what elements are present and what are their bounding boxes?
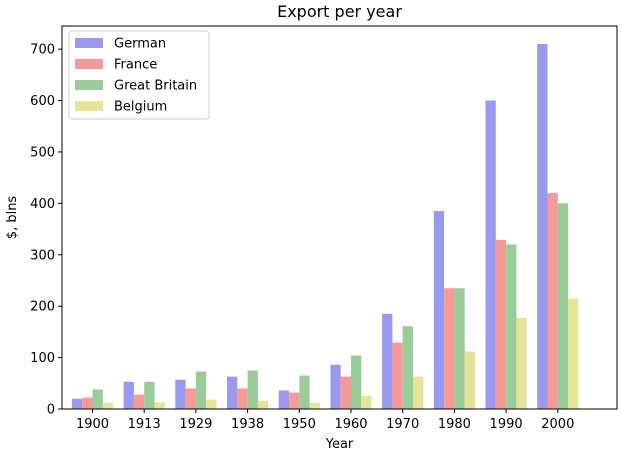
bar-belgium-2000 xyxy=(568,298,579,409)
legend-label-german: German xyxy=(114,37,166,52)
bar-france-2000 xyxy=(547,193,558,409)
bar-belgium-1970 xyxy=(413,376,424,409)
x-tick-label: 1900 xyxy=(76,417,109,432)
bar-great-britain-1960 xyxy=(351,355,362,409)
bar-german-2000 xyxy=(537,43,548,410)
plot-frame xyxy=(61,25,618,410)
bar-belgium-1929 xyxy=(206,399,217,409)
bar-great-britain-1913 xyxy=(144,381,155,409)
x-tick-label: 1980 xyxy=(438,417,471,432)
y-tick-label: 500 xyxy=(30,145,55,160)
x-tick-label: 1990 xyxy=(490,417,523,432)
legend-swatch-france xyxy=(75,59,103,69)
x-tick-label: 1913 xyxy=(128,417,161,432)
y-tick-label: 200 xyxy=(30,300,55,315)
x-axis: 1900 1913 1929 1938 1950 1960 1970 1980 1990 2000 xyxy=(76,409,574,432)
legend-swatch-great-britain xyxy=(75,80,103,90)
bar-german-1900 xyxy=(71,398,83,409)
bar-german-1980 xyxy=(433,211,445,409)
x-tick-label: 1970 xyxy=(386,417,419,432)
bars-group xyxy=(71,43,579,410)
y-tick-label: 600 xyxy=(30,94,55,109)
bar-great-britain-1938 xyxy=(247,370,258,409)
legend: German France Great Britain Belgium xyxy=(68,30,210,120)
bar-france-1929 xyxy=(185,388,196,409)
bar-german-1990 xyxy=(485,100,496,409)
bar-great-britain-1990 xyxy=(506,244,517,409)
bar-belgium-1913 xyxy=(154,402,165,409)
x-tick-label: 1950 xyxy=(283,417,316,432)
legend-label-france: France xyxy=(114,58,157,73)
bar-german-1950 xyxy=(278,390,289,409)
bar-belgium-1960 xyxy=(361,395,372,409)
bar-france-1900 xyxy=(82,397,93,409)
bar-german-1970 xyxy=(382,313,393,409)
y-tick-label: 0 xyxy=(47,403,55,418)
bar-france-1970 xyxy=(392,342,403,409)
legend-swatch-german xyxy=(75,38,103,48)
x-tick-label: 1960 xyxy=(334,417,367,432)
bar-belgium-1980 xyxy=(464,351,475,409)
legend-label-great-britain: Great Britain xyxy=(114,79,197,94)
bar-german-1938 xyxy=(227,376,238,409)
x-tick-label: 1929 xyxy=(179,417,212,432)
bar-belgium-1950 xyxy=(309,402,320,409)
bar-belgium-1990 xyxy=(516,318,527,409)
y-tick-label: 100 xyxy=(30,351,55,366)
bar-great-britain-2000 xyxy=(557,203,569,409)
bar-german-1960 xyxy=(330,364,341,409)
x-axis-title: Year xyxy=(325,437,354,452)
legend-label-belgium: Belgium xyxy=(114,100,167,115)
bar-france-1980 xyxy=(444,288,455,409)
bar-great-britain-1929 xyxy=(195,371,207,409)
bar-france-1913 xyxy=(133,394,145,409)
y-tick-label: 300 xyxy=(30,248,55,263)
bar-france-1938 xyxy=(237,388,248,409)
legend-box xyxy=(68,30,210,120)
bar-great-britain-1980 xyxy=(454,288,465,409)
legend-swatch-belgium xyxy=(75,101,103,111)
x-tick-label: 1938 xyxy=(231,417,264,432)
y-tick-label: 700 xyxy=(30,43,55,58)
y-axis-title: $, blns xyxy=(5,196,20,240)
bar-france-1960 xyxy=(340,376,351,409)
bar-great-britain-1970 xyxy=(402,326,413,409)
bar-belgium-1900 xyxy=(102,402,114,409)
chart-title: Export per year xyxy=(277,2,402,21)
bar-german-1913 xyxy=(123,381,134,409)
bar-german-1929 xyxy=(175,379,186,409)
x-tick-label: 2000 xyxy=(541,417,574,432)
bar-france-1990 xyxy=(495,239,507,409)
bar-belgium-1938 xyxy=(257,400,269,409)
bar-great-britain-1950 xyxy=(299,375,310,409)
bar-great-britain-1900 xyxy=(92,389,103,409)
y-tick-label: 400 xyxy=(30,197,55,212)
y-axis: 0 100 200 300 400 500 600 700 xyxy=(30,43,62,418)
bar-france-1950 xyxy=(289,392,300,409)
